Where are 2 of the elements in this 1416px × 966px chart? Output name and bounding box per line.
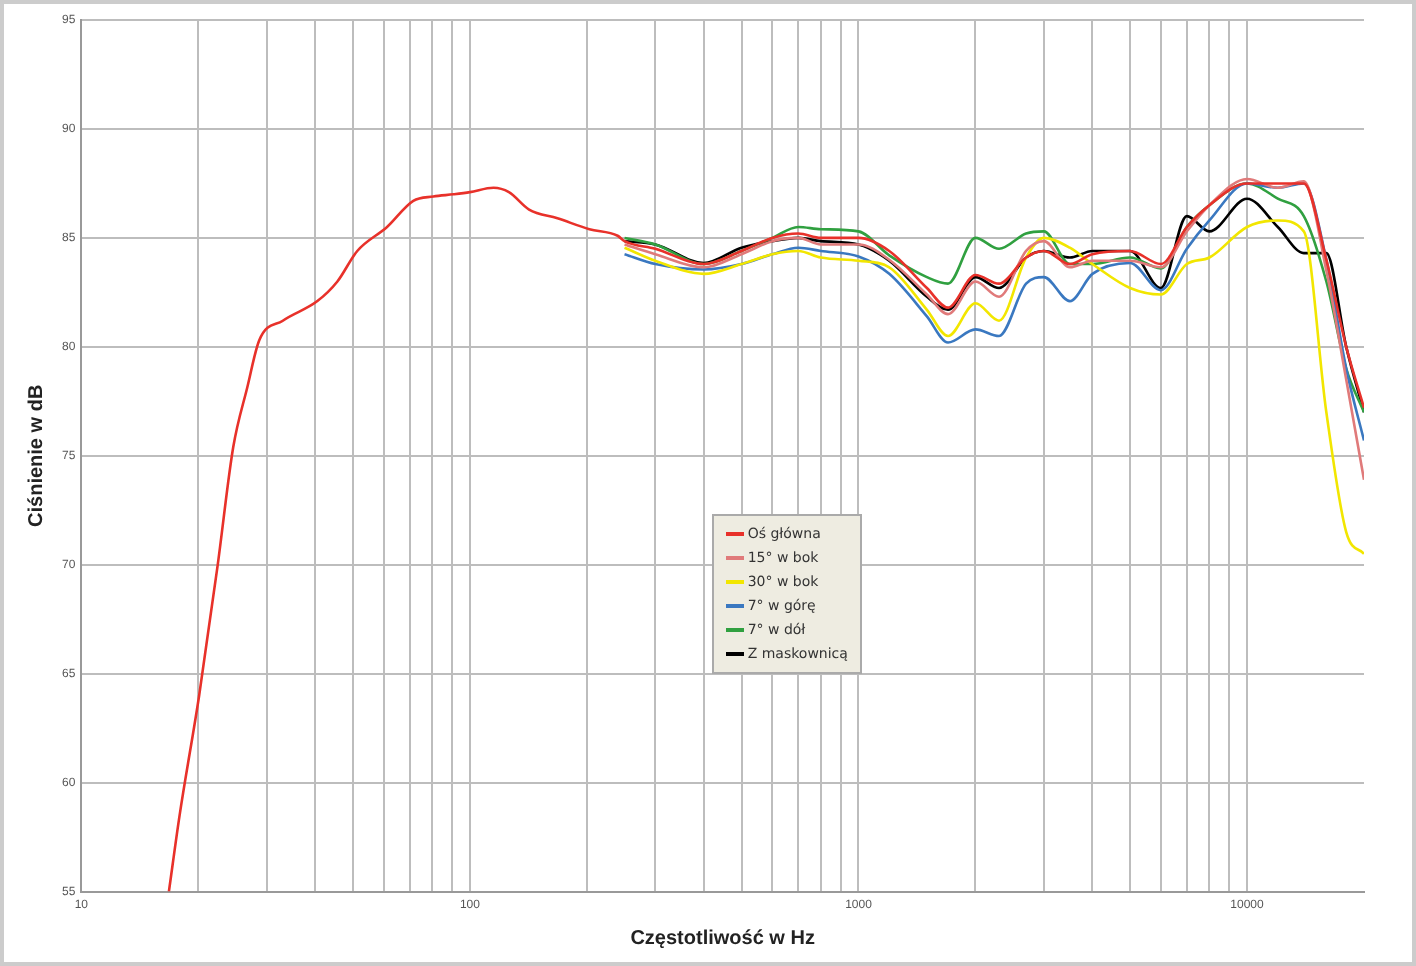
- x-axis-title: Częstotliwość w Hz: [630, 927, 815, 950]
- y-axis-title: Ciśnienie w dB: [25, 384, 48, 527]
